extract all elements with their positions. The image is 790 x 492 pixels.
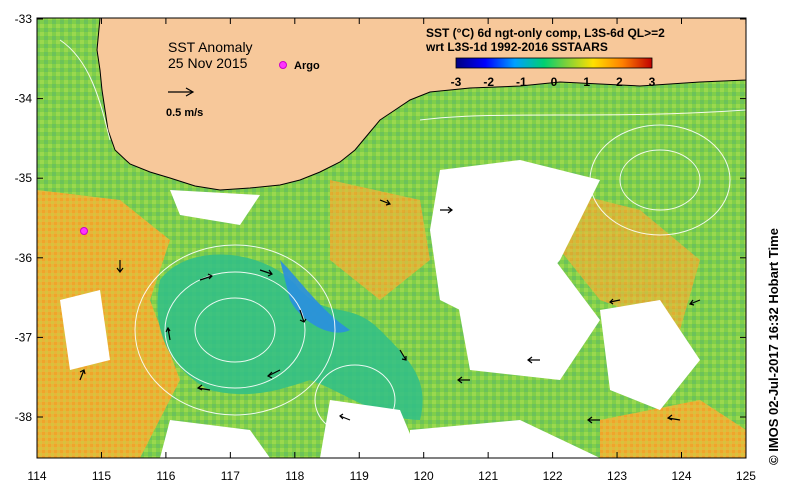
lon-tick-label: 124 (671, 469, 691, 483)
lon-tick-label: 121 (478, 469, 498, 483)
cloud-mask-8 (410, 420, 600, 458)
colorbar-title-line2: wrt L3S-1d 1992-2016 SSTAARS (425, 40, 608, 54)
lon-tick-label: 117 (221, 469, 240, 483)
cold-core-eddy (157, 254, 423, 420)
lat-tick-label: -37 (15, 330, 33, 344)
colorbar-ticks: -3 -2 -1 0 1 2 3 (451, 75, 656, 89)
cloud-mask-5 (60, 290, 110, 370)
current-vectors (79, 199, 701, 424)
warm-anomaly-central (330, 180, 430, 300)
warm-anomaly-east (560, 190, 700, 330)
cloud-mask-4 (160, 420, 270, 458)
sea-level-contours (59, 39, 746, 436)
lon-tick-label: 114 (27, 469, 46, 483)
lat-tick-label: -33 (15, 12, 33, 26)
lat-tick-label: -34 (15, 92, 33, 106)
velocity-scale-arrow (168, 87, 195, 97)
lon-tick-label: 119 (350, 469, 369, 483)
lon-tick-label: 115 (92, 469, 111, 483)
credit-text: © IMOS 02-Jul-2017 16:32 Hobart Time (766, 228, 781, 465)
lon-tick-label: 120 (414, 469, 434, 483)
colorbar-title-line1: SST (°C) 6d ngt-only comp, L3S-6d QL>=2 (426, 26, 665, 40)
colorbar-tick-label: 2 (616, 75, 623, 89)
colorbar (455, 57, 653, 69)
cloud-mask-2 (450, 240, 600, 380)
lon-tick-label: 118 (285, 469, 304, 483)
argo-legend-marker (279, 61, 287, 69)
lat-tick-label: -38 (15, 410, 33, 424)
longitude-axis: 114 115 116 117 118 119 120 121 122 123 124 125 (27, 18, 756, 483)
warm-anomaly-southeast (600, 400, 746, 458)
cloud-mask-3 (600, 300, 700, 410)
warm-anomaly-west (37, 190, 180, 458)
velocity-scale-label: 0.5 m/s (166, 107, 203, 119)
argo-float-marker[interactable] (80, 227, 88, 235)
colorbar-tick-label: 3 (649, 75, 656, 89)
cold-anomaly-core (280, 260, 350, 333)
map-date: 25 Nov 2015 (168, 55, 248, 71)
argo-legend-label: Argo (294, 60, 320, 72)
colorbar-tick-label: 1 (583, 75, 590, 89)
lat-tick-label: -35 (15, 171, 33, 185)
cloud-mask-6 (170, 190, 260, 225)
lat-tick-label: -36 (15, 251, 33, 265)
lon-tick-label: 116 (156, 469, 175, 483)
map-title: SST Anomaly (168, 39, 253, 55)
plot-frame (36, 17, 747, 459)
data-field (37, 18, 746, 458)
lon-tick-label: 122 (543, 469, 563, 483)
latitude-axis: -33-34-35-36-37-38 (15, 12, 746, 424)
lon-tick-label: 123 (607, 469, 627, 483)
colorbar-tick-label: -3 (451, 75, 462, 89)
cloud-mask-7 (320, 400, 420, 458)
colorbar-tick-label: -1 (516, 75, 527, 89)
lon-tick-label: 125 (736, 469, 756, 483)
colorbar-tick-label: 0 (551, 75, 558, 89)
colorbar-tick-label: -2 (483, 75, 494, 89)
